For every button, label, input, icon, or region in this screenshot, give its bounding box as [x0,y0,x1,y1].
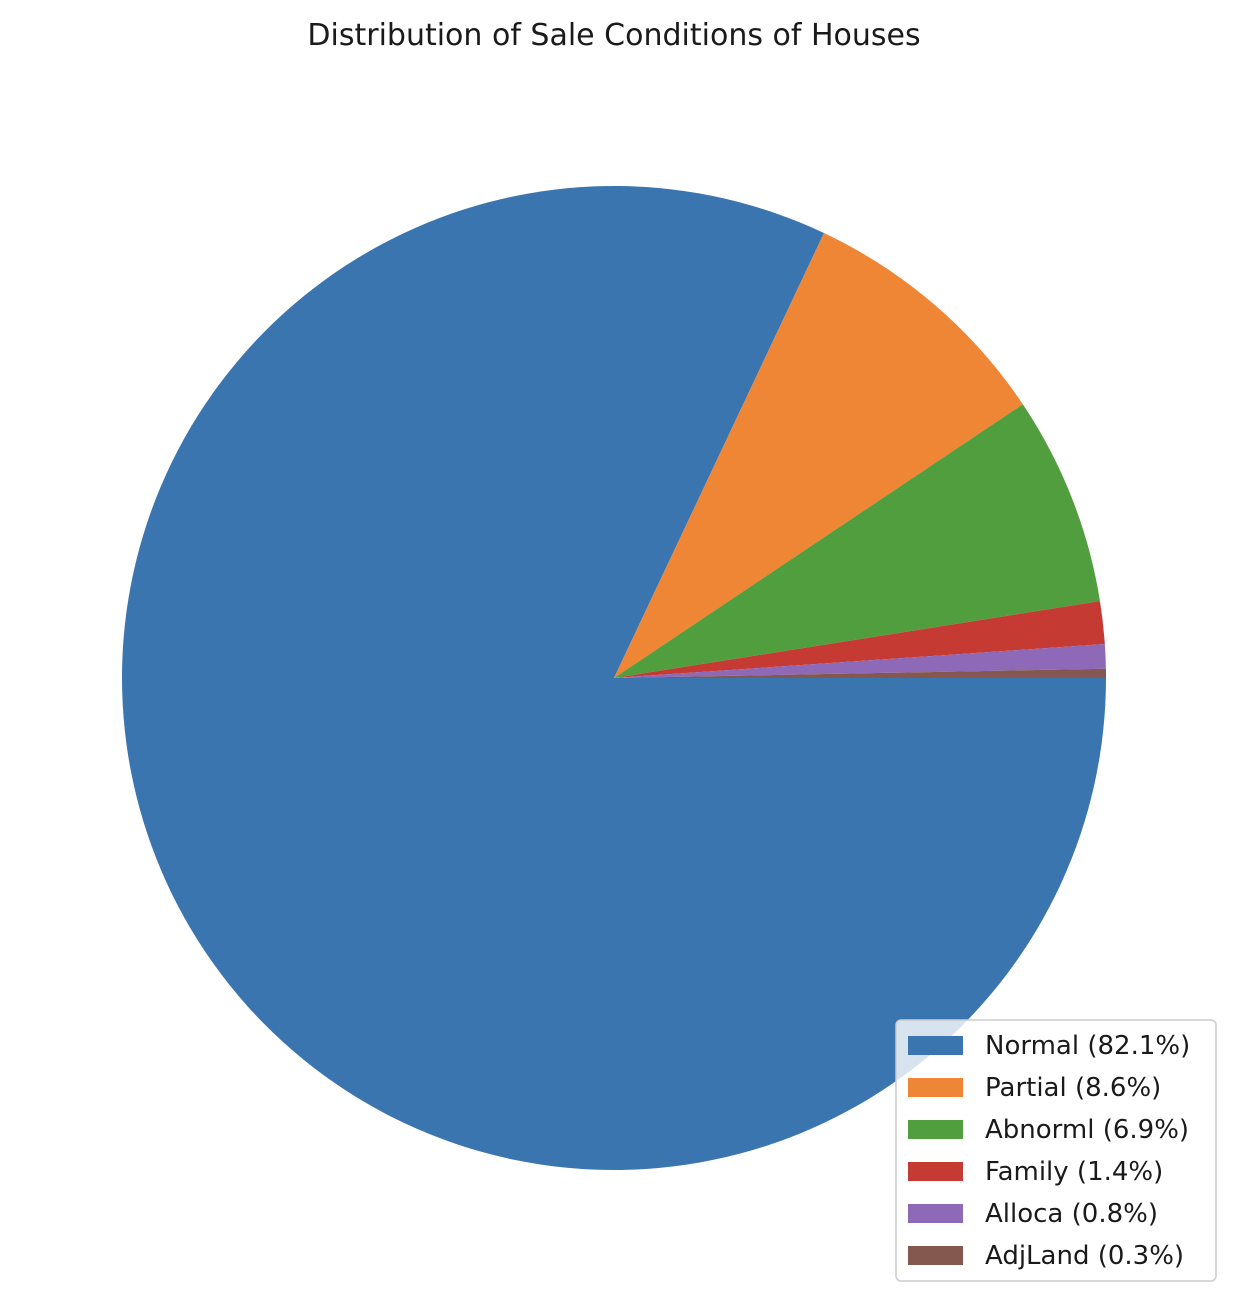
legend-swatch-alloca [908,1204,963,1223]
pie-slice-normal [122,185,1107,1170]
pie-slice-abnorml [614,404,1100,678]
legend-label-family: Family (1.4%) [985,1157,1163,1187]
legend-swatch-partial [908,1078,963,1097]
legend-label-normal: Normal (82.1%) [985,1031,1190,1061]
pie-slice-adjland [614,668,1106,678]
pie-slice-alloca [614,644,1106,678]
pie-slices [122,185,1107,1170]
chart-title: Distribution of Sale Conditions of House… [307,18,920,53]
legend-label-alloca: Alloca (0.8%) [985,1199,1158,1229]
legend-label-partial: Partial (8.6%) [985,1073,1161,1103]
legend-frame [895,1019,1217,1282]
pie-slice-family [614,601,1105,678]
legend-swatch-normal [908,1036,963,1055]
pie-slice-partial [614,233,1023,678]
legend-swatch-adjland [908,1246,963,1265]
legend-swatch-family [908,1162,963,1181]
legend: Normal (82.1%) Partial (8.6%) Abnorml (6.9… [895,1019,1217,1282]
legend-label-adjland: AdjLand (0.3%) [985,1241,1184,1271]
legend-swatch-abnorml [908,1120,963,1139]
legend-label-abnorml: Abnorml (6.9%) [985,1115,1189,1145]
